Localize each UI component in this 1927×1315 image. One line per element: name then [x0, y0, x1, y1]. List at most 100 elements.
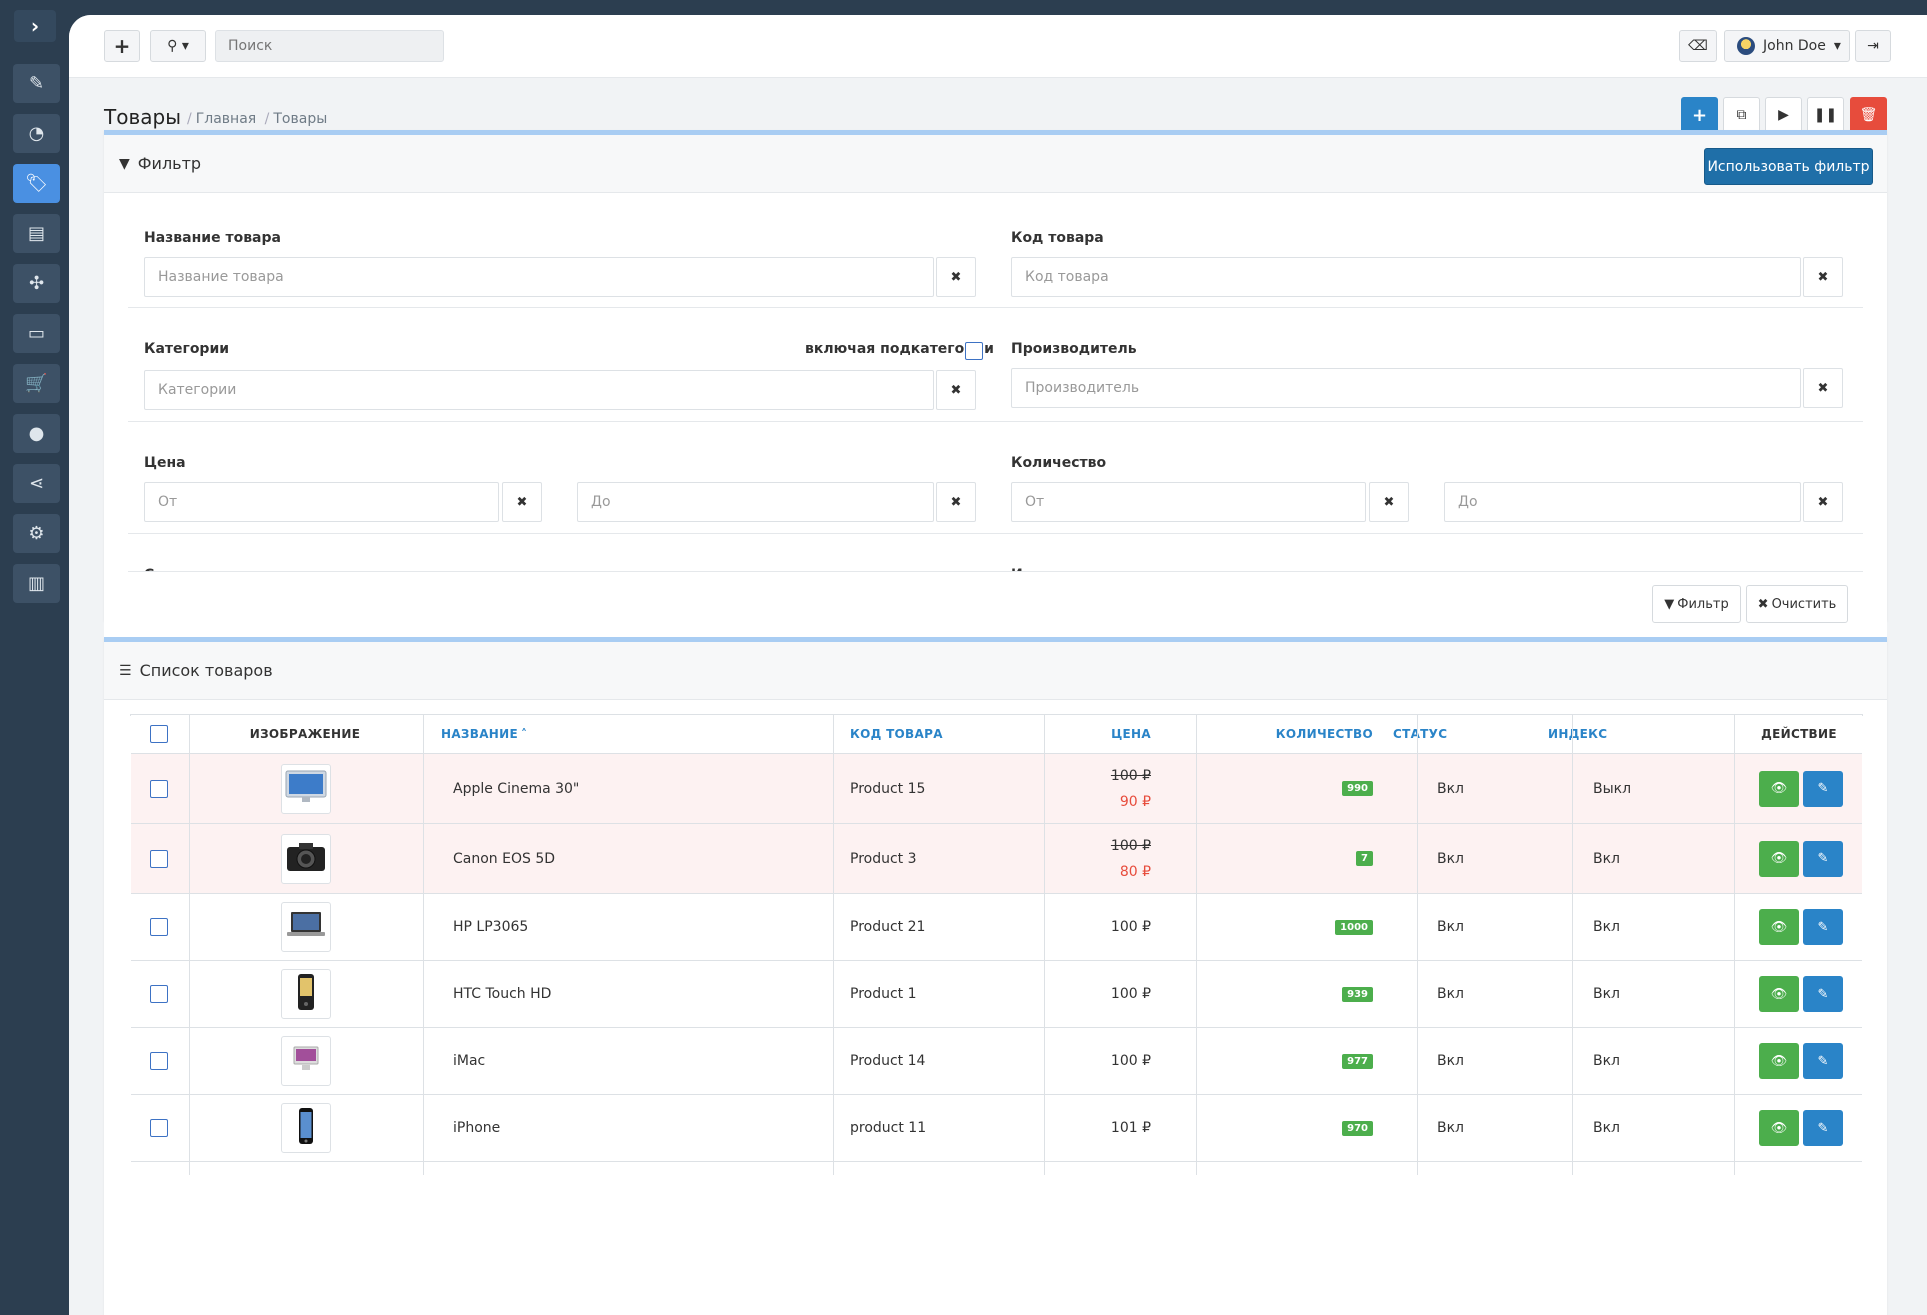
subcategories-checkbox[interactable] — [965, 342, 983, 360]
copy-button[interactable]: ⧉ — [1723, 97, 1760, 133]
breadcrumb-products[interactable]: Товары — [273, 111, 328, 127]
code-input[interactable]: Код товара — [1011, 257, 1801, 297]
quantity-to-clear-button[interactable]: ✖ — [1803, 482, 1843, 522]
product-status: Вкл — [1437, 919, 1465, 935]
price-to-input[interactable]: До — [577, 482, 934, 522]
price-label: Цена — [144, 455, 186, 471]
divider — [128, 307, 1863, 308]
row-checkbox[interactable] — [150, 779, 168, 798]
sidebar-toggle-button[interactable]: › — [14, 10, 56, 42]
price-from-input[interactable]: От — [144, 482, 499, 522]
view-button[interactable]: 👁 — [1759, 1110, 1799, 1146]
product-thumbnail — [281, 1103, 331, 1153]
filter-button[interactable]: ▼ Фильтр — [1652, 585, 1741, 623]
sidebar-item-settings[interactable]: ⚙ — [13, 514, 60, 553]
quantity-to-input[interactable]: До — [1444, 482, 1801, 522]
sidebar-item-marketing[interactable]: ⋖ — [13, 464, 60, 503]
old-price: 100 ₽ — [1110, 837, 1151, 854]
row-checkbox[interactable] — [150, 1052, 168, 1070]
col-name[interactable]: НАЗВАНИЕ ˄ — [441, 715, 527, 753]
logout-button[interactable]: ⇥ — [1855, 30, 1891, 62]
row-checkbox[interactable] — [150, 849, 168, 868]
filter-panel-header: ▼ Фильтр — [104, 135, 1887, 193]
product-code: Product 1 — [850, 986, 917, 1002]
add-button[interactable]: + — [104, 30, 140, 62]
edit-button[interactable]: ✎ — [1803, 1110, 1843, 1146]
delete-button[interactable]: 🗑 — [1850, 97, 1887, 133]
product-index: Вкл — [1593, 1053, 1621, 1069]
view-button[interactable]: 👁 — [1759, 770, 1799, 807]
edit-button[interactable]: ✎ — [1803, 840, 1843, 877]
name-input[interactable]: Название товара — [144, 257, 934, 297]
price-to-clear-button[interactable]: ✖ — [936, 482, 976, 522]
sidebar-item-extensions[interactable]: ✣ — [13, 264, 60, 303]
categories-clear-button[interactable]: ✖ — [936, 370, 976, 410]
view-button[interactable]: 👁 — [1759, 909, 1799, 945]
product-status: Вкл — [1437, 1053, 1465, 1069]
col-status[interactable]: СТАТУС — [1393, 727, 1448, 741]
quantity-from-clear-button[interactable]: ✖ — [1369, 482, 1409, 522]
col-price[interactable]: ЦЕНА — [1111, 727, 1151, 741]
divider — [128, 533, 1863, 534]
quantity-from-input[interactable]: От — [1011, 482, 1366, 522]
quantity-badge: 1000 — [1335, 919, 1373, 935]
sidebar-item-edit[interactable]: ✎ — [13, 64, 60, 103]
filter-icon: ▼ — [1664, 596, 1675, 612]
col-code[interactable]: КОД ТОВАРА — [850, 727, 943, 741]
search-input[interactable] — [215, 30, 444, 62]
quantity-label: Количество — [1011, 455, 1107, 471]
column-divider — [833, 715, 834, 1175]
pause-icon: ❚❚ — [1813, 107, 1838, 123]
edit-button[interactable]: ✎ — [1803, 770, 1843, 807]
manufacturer-clear-button[interactable]: ✖ — [1803, 368, 1843, 408]
product-index: Вкл — [1593, 919, 1621, 935]
add-product-button[interactable]: + — [1681, 97, 1718, 133]
sidebar-item-reports[interactable]: ▥ — [13, 564, 60, 603]
price-from-clear-button[interactable]: ✖ — [502, 482, 542, 522]
product-index: Вкл — [1593, 1120, 1621, 1136]
edit-button[interactable]: ✎ — [1803, 1043, 1843, 1079]
view-button[interactable]: 👁 — [1759, 840, 1799, 877]
edit-button[interactable]: ✎ — [1803, 976, 1843, 1012]
breadcrumb: / Главная / Товары — [187, 111, 328, 127]
product-list-panel: ☰ Список товаров ИЗОБРАЖЕНИЕ НАЗВАНИЕ ˄ К… — [104, 637, 1887, 1315]
manufacturer-input[interactable]: Производитель — [1011, 368, 1801, 408]
col-quantity[interactable]: КОЛИЧЕСТВО — [1275, 727, 1373, 741]
sidebar-item-design[interactable]: ▭ — [13, 314, 60, 353]
disable-button[interactable]: ❚❚ — [1807, 97, 1844, 133]
row-checkbox[interactable] — [150, 985, 168, 1003]
edit-button[interactable]: ✎ — [1803, 909, 1843, 945]
user-menu-button[interactable]: John Doe ▾ — [1724, 30, 1850, 62]
sidebar-item-pages[interactable]: ▤ — [13, 214, 60, 253]
search-type-dropdown[interactable]: ⚲ ▾ — [150, 30, 206, 62]
categories-input[interactable]: Категории — [144, 370, 934, 410]
gear-icon: ⚙ — [28, 523, 45, 544]
name-clear-button[interactable]: ✖ — [936, 257, 976, 297]
sidebar-item-sales[interactable]: 🛒 — [13, 364, 60, 403]
plus-icon: + — [1691, 104, 1708, 126]
sidebar-item-dashboard[interactable]: ◔ — [13, 114, 60, 153]
row-checkbox[interactable] — [150, 918, 168, 936]
code-clear-button[interactable]: ✖ — [1803, 257, 1843, 297]
sidebar-item-customers[interactable]: ● — [13, 414, 60, 453]
filter-icon: ▼ — [119, 155, 130, 172]
clear-cache-button[interactable]: ⌫ — [1679, 30, 1717, 62]
product-status: Вкл — [1437, 780, 1465, 797]
view-button[interactable]: 👁 — [1759, 1043, 1799, 1079]
row-checkbox[interactable] — [150, 1119, 168, 1137]
view-button[interactable]: 👁 — [1759, 976, 1799, 1012]
product-name: Canon EOS 5D — [453, 850, 556, 867]
breadcrumb-home[interactable]: Главная — [195, 111, 257, 127]
filter-button-label: Фильтр — [1677, 596, 1729, 612]
sidebar-item-catalog[interactable]: 🏷 — [13, 164, 60, 203]
clear-filter-button[interactable]: ✖ Очистить — [1746, 585, 1848, 623]
col-index[interactable]: ИНДЕКС — [1548, 727, 1608, 741]
eye-icon: 👁 — [1770, 851, 1788, 866]
copy-icon: ⧉ — [1736, 107, 1747, 123]
close-icon: ✖ — [1817, 269, 1829, 285]
apply-filter-button[interactable]: Использовать фильтр — [1704, 148, 1873, 185]
column-divider — [1417, 715, 1418, 1175]
column-divider — [1734, 715, 1735, 1175]
select-all-checkbox[interactable] — [150, 725, 168, 743]
enable-button[interactable]: ▶ — [1765, 97, 1802, 133]
